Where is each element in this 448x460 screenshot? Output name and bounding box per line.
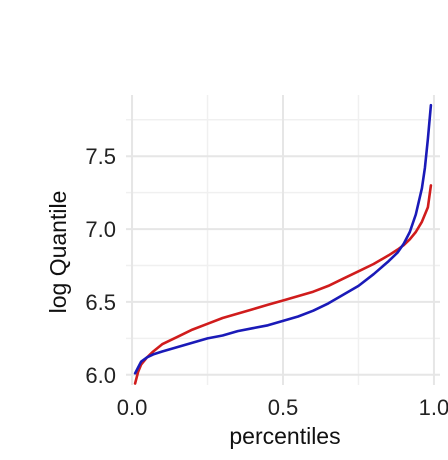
tick-labels: 0.0 0.5 1.0 6.0 6.5 7.0 7.5 <box>85 144 448 420</box>
y-axis-title: log Quantile <box>45 191 71 314</box>
x-axis-title: percentiles <box>229 423 340 449</box>
x-tick-label: 1.0 <box>419 395 448 420</box>
series-lines <box>133 103 433 385</box>
y-tick-label: 6.5 <box>85 290 116 315</box>
series-line-1 <box>133 184 433 385</box>
y-tick-label: 7.0 <box>85 217 116 242</box>
y-tick-label: 6.0 <box>85 363 116 388</box>
grid <box>126 95 440 385</box>
y-tick-label: 7.5 <box>85 144 116 169</box>
series-line-2 <box>133 103 433 375</box>
x-tick-label: 0.5 <box>268 395 299 420</box>
x-tick-label: 0.0 <box>117 395 148 420</box>
